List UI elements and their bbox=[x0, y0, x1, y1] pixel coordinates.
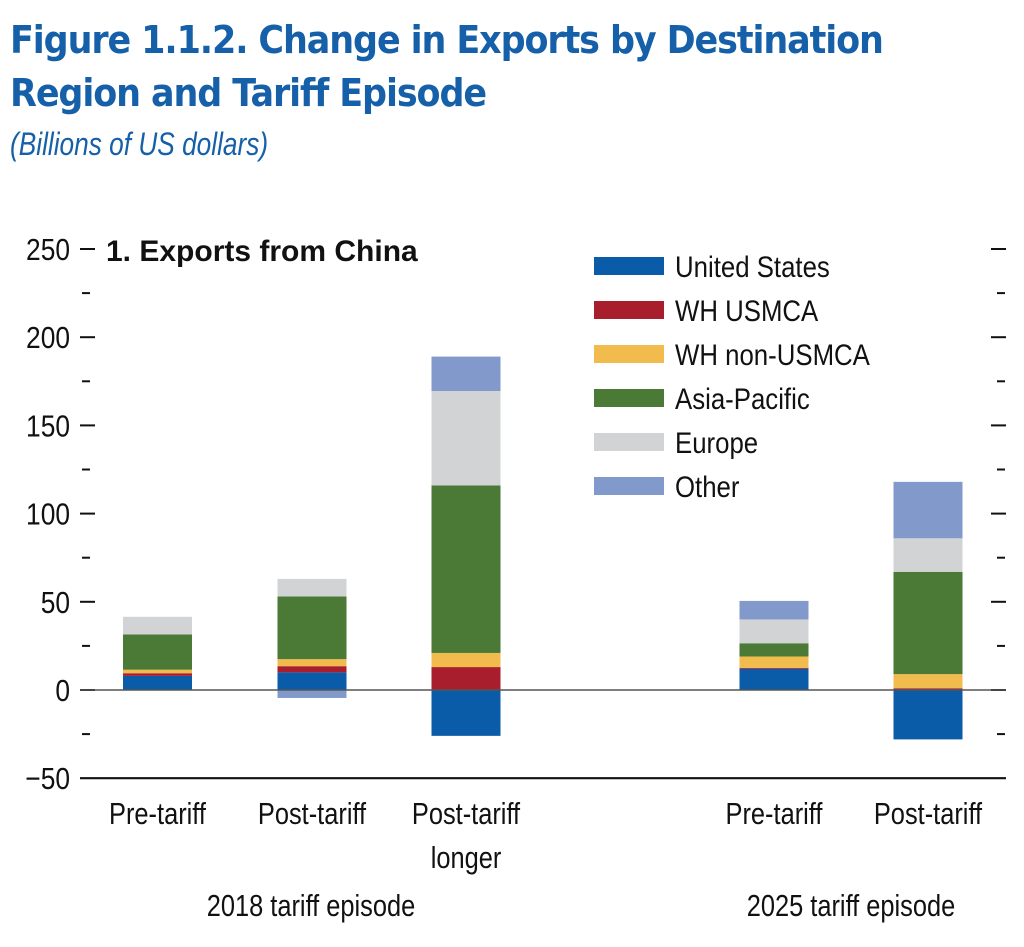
legend-swatch-other bbox=[594, 477, 664, 495]
legend-label: Asia-Pacific bbox=[675, 382, 810, 415]
legend-swatch-asia-pacific bbox=[594, 389, 664, 407]
bar-segment-united-states bbox=[431, 690, 501, 736]
figure-subtitle: (Billions of US dollars) bbox=[10, 126, 269, 162]
y-tick-label: 200 bbox=[26, 321, 70, 355]
bar-segment-wh-non-usmca bbox=[893, 674, 963, 689]
legend-swatch-europe bbox=[594, 433, 664, 451]
bar-segment-other bbox=[277, 690, 347, 698]
bar-segment-asia-pacific bbox=[431, 485, 501, 653]
bar-segment-wh-usmca bbox=[893, 688, 963, 690]
category-label: Post-tariff bbox=[258, 797, 366, 832]
category-labels: Pre-tariff Post-tariff Post-tariff longer Pr… bbox=[109, 797, 982, 924]
bar-segment-asia-pacific bbox=[739, 643, 809, 657]
panel-title: 1. Exports from China bbox=[106, 235, 418, 268]
bar-segment-wh-usmca bbox=[431, 667, 501, 690]
category-label: Pre-tariff bbox=[726, 797, 823, 832]
bar-segment-united-states bbox=[123, 675, 192, 690]
bar-segment-wh-non-usmca bbox=[739, 656, 809, 668]
bar-segment-wh-non-usmca bbox=[431, 652, 501, 668]
bar-segment-europe bbox=[893, 538, 963, 572]
y-tick-label: −50 bbox=[25, 762, 70, 796]
bar-segment-other bbox=[431, 356, 501, 392]
bar-segment-europe bbox=[739, 619, 809, 644]
legend-swatch-wh-non-usmca bbox=[594, 345, 664, 363]
y-tick-label: 250 bbox=[26, 233, 70, 267]
category-label: Post-tariff bbox=[874, 797, 982, 832]
y-tick-label: 100 bbox=[26, 498, 70, 532]
legend-label: WH USMCA bbox=[675, 294, 819, 327]
bar-segment-asia-pacific bbox=[123, 634, 192, 670]
bars bbox=[123, 356, 963, 740]
bar-segment-europe bbox=[277, 578, 347, 597]
y-tick-label: 0 bbox=[55, 674, 70, 708]
bar-segment-wh-non-usmca bbox=[277, 659, 347, 667]
legend-swatch-wh-usmca bbox=[594, 301, 664, 319]
y-tick-label: 150 bbox=[26, 409, 70, 443]
legend-label: Other bbox=[675, 470, 740, 503]
bar-segment-united-states bbox=[277, 672, 347, 690]
bar-segment-asia-pacific bbox=[893, 571, 963, 675]
bar-segment-europe bbox=[431, 391, 501, 486]
bar-segment-wh-non-usmca bbox=[123, 669, 192, 674]
y-tick-label: 50 bbox=[41, 586, 70, 620]
category-label: longer bbox=[431, 841, 502, 876]
axes: −50 0 50 100 150 200 250 bbox=[25, 233, 1006, 797]
figure-title-line-2: Region and Tariff Episode bbox=[10, 71, 487, 115]
bar-segment-europe bbox=[123, 616, 192, 635]
legend-label: Europe bbox=[675, 426, 758, 459]
bar-segment-united-states bbox=[739, 668, 809, 690]
bar-segment-other bbox=[893, 481, 963, 539]
category-label: Pre-tariff bbox=[109, 797, 206, 832]
bar-segment-united-states bbox=[893, 690, 963, 740]
bar-segment-wh-usmca bbox=[739, 667, 809, 669]
legend: United States WH USMCA WH non-USMCA Asia-Pa… bbox=[594, 250, 870, 503]
bar-segment-wh-usmca bbox=[123, 673, 192, 676]
category-label: Post-tariff bbox=[412, 797, 520, 832]
bar-segment-other bbox=[739, 600, 809, 620]
figure-title: Figure 1.1.2. Change in Exports by Desti… bbox=[10, 14, 930, 120]
bar-segment-asia-pacific bbox=[277, 596, 347, 660]
bar-segment-wh-usmca bbox=[277, 666, 347, 673]
legend-swatch-united-states bbox=[594, 257, 664, 275]
legend-label: WH non-USMCA bbox=[675, 338, 870, 371]
figure-title-line-1: Figure 1.1.2. Change in Exports by Desti… bbox=[10, 18, 884, 62]
group-label: 2025 tariff episode bbox=[747, 889, 956, 924]
group-label: 2018 tariff episode bbox=[207, 889, 416, 924]
legend-label: United States bbox=[675, 250, 830, 283]
